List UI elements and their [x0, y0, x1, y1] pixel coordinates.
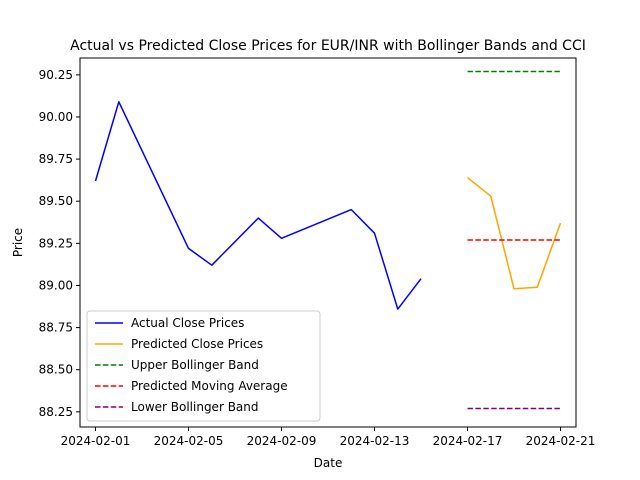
series-line-2 — [467, 177, 562, 290]
legend-label-5: Lower Bollinger Band — [131, 400, 259, 414]
y-tick-label: 88.75 — [39, 321, 73, 335]
y-axis-label: Price — [11, 228, 25, 257]
x-tick-label: 2024-02-21 — [526, 434, 596, 448]
x-tick-label: 2024-02-13 — [340, 434, 410, 448]
y-axis: 88.25 88.50 88.75 89.00 89.25 89.50 89.75 90.00… — [39, 68, 80, 419]
series-line-1 — [94, 101, 422, 310]
legend-label-2: Predicted Close Prices — [131, 337, 263, 351]
y-tick-label: 90.25 — [39, 68, 73, 82]
y-tick-label: 89.75 — [39, 152, 73, 166]
legend-label-1: Actual Close Prices — [131, 316, 244, 330]
y-tick-label: 89.50 — [39, 194, 73, 208]
plot-area — [94, 70, 562, 410]
x-tick-label: 2024-02-05 — [154, 434, 224, 448]
x-tick-label: 2024-02-09 — [247, 434, 317, 448]
y-tick-label: 90.00 — [39, 110, 73, 124]
x-axis: 2024-02-01 2024-02-05 2024-02-09 2024-02-13… — [61, 427, 596, 448]
x-tick-label: 2024-02-01 — [61, 434, 131, 448]
y-tick-label: 88.25 — [39, 405, 73, 419]
y-tick-label: 88.50 — [39, 363, 73, 377]
legend-label-4: Predicted Moving Average — [131, 379, 288, 393]
x-axis-label: Date — [314, 456, 343, 470]
x-tick-label: 2024-02-17 — [433, 434, 503, 448]
y-tick-label: 89.00 — [39, 278, 73, 292]
chart-title: Actual vs Predicted Close Prices for EUR… — [70, 38, 586, 54]
legend: Actual Close Prices Predicted Close Price… — [86, 310, 321, 422]
legend-box — [86, 310, 321, 422]
legend-label-3: Upper Bollinger Band — [131, 358, 259, 372]
axes-frame — [79, 57, 577, 428]
y-tick-label: 89.25 — [39, 236, 73, 250]
